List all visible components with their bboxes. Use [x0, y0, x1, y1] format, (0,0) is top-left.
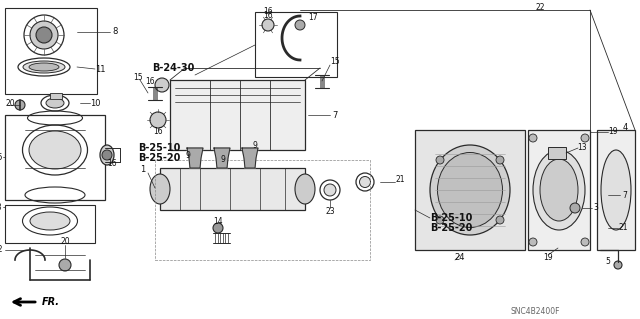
Circle shape	[496, 156, 504, 164]
Ellipse shape	[23, 61, 65, 73]
Circle shape	[295, 20, 305, 30]
Circle shape	[436, 156, 444, 164]
Text: 15: 15	[133, 72, 143, 81]
Ellipse shape	[100, 145, 114, 165]
Text: 8: 8	[112, 27, 118, 36]
Circle shape	[614, 261, 622, 269]
Circle shape	[496, 216, 504, 224]
Ellipse shape	[438, 152, 502, 227]
Ellipse shape	[601, 150, 631, 230]
Text: 21: 21	[396, 175, 404, 184]
Bar	[5, 8, 97, 94]
Ellipse shape	[29, 63, 59, 71]
Bar	[155, 160, 370, 260]
Text: 1: 1	[140, 166, 145, 174]
Circle shape	[155, 78, 169, 92]
Ellipse shape	[324, 184, 336, 196]
Text: 6: 6	[0, 152, 2, 161]
Polygon shape	[214, 148, 230, 168]
Text: 16: 16	[107, 160, 117, 168]
Text: 16: 16	[263, 11, 273, 20]
Text: 20: 20	[5, 100, 15, 108]
Circle shape	[581, 134, 589, 142]
Circle shape	[581, 238, 589, 246]
Text: 21: 21	[618, 224, 628, 233]
Text: 24: 24	[455, 254, 465, 263]
Circle shape	[30, 21, 58, 49]
Circle shape	[15, 100, 25, 110]
Text: B-24-30: B-24-30	[152, 63, 195, 73]
Circle shape	[262, 19, 274, 31]
Circle shape	[570, 203, 580, 213]
Circle shape	[529, 134, 537, 142]
Ellipse shape	[29, 131, 81, 169]
Text: 17: 17	[308, 13, 318, 23]
Text: 16: 16	[145, 78, 155, 86]
Circle shape	[529, 238, 537, 246]
Bar	[50, 93, 62, 99]
Bar	[5, 115, 105, 200]
Text: 12: 12	[0, 246, 3, 255]
Text: 14: 14	[213, 218, 223, 226]
Text: B-25-10: B-25-10	[138, 143, 180, 153]
Text: 11: 11	[95, 64, 105, 73]
Ellipse shape	[533, 150, 585, 230]
Bar	[548, 147, 566, 159]
Bar	[528, 130, 590, 250]
Text: 9: 9	[221, 155, 225, 165]
Circle shape	[102, 150, 112, 160]
Text: 9: 9	[253, 140, 257, 150]
Ellipse shape	[46, 98, 64, 108]
Circle shape	[213, 223, 223, 233]
Text: FR.: FR.	[42, 297, 60, 307]
Text: B-25-10: B-25-10	[430, 213, 472, 223]
Ellipse shape	[30, 212, 70, 230]
Ellipse shape	[150, 174, 170, 204]
Ellipse shape	[430, 145, 510, 235]
Text: 3: 3	[593, 204, 598, 212]
Text: 4: 4	[622, 123, 628, 132]
Polygon shape	[187, 148, 203, 168]
Text: 22: 22	[535, 4, 545, 12]
Text: 18: 18	[0, 203, 2, 211]
Bar	[160, 168, 305, 210]
Bar	[255, 12, 337, 77]
Bar	[415, 130, 525, 250]
Bar	[597, 130, 635, 250]
Text: 19: 19	[543, 254, 553, 263]
Circle shape	[59, 259, 71, 271]
Circle shape	[150, 112, 166, 128]
Circle shape	[36, 27, 52, 43]
Text: SNC4B2400F: SNC4B2400F	[510, 307, 560, 315]
Circle shape	[436, 216, 444, 224]
Text: B-25-20: B-25-20	[138, 153, 180, 163]
Text: 19: 19	[608, 128, 618, 137]
Text: B-25-20: B-25-20	[430, 223, 472, 233]
Polygon shape	[242, 148, 258, 168]
Text: 15: 15	[330, 57, 340, 66]
Bar	[5, 205, 95, 243]
Ellipse shape	[540, 159, 578, 221]
Text: 5: 5	[605, 257, 611, 266]
Text: 7: 7	[623, 190, 627, 199]
Text: 23: 23	[325, 207, 335, 217]
Text: 16: 16	[263, 8, 273, 17]
Text: 9: 9	[186, 151, 191, 160]
Text: 13: 13	[577, 143, 587, 152]
Text: 10: 10	[90, 99, 100, 108]
Text: 16: 16	[153, 128, 163, 137]
Ellipse shape	[295, 174, 315, 204]
Ellipse shape	[360, 176, 371, 188]
Text: 20: 20	[60, 238, 70, 247]
Bar	[170, 80, 305, 150]
Text: 7: 7	[332, 110, 338, 120]
